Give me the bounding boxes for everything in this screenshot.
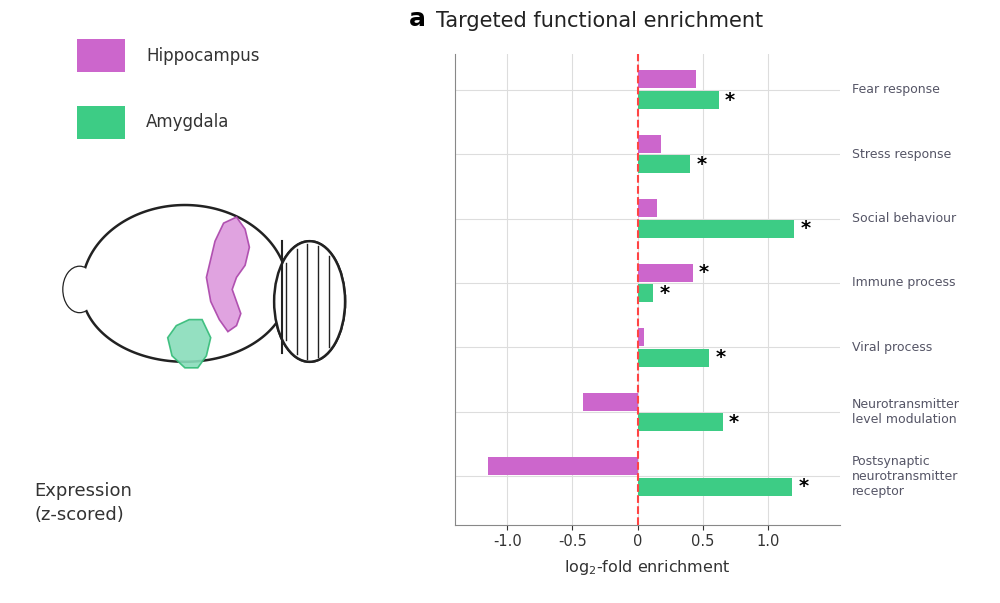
Ellipse shape <box>63 267 96 312</box>
Bar <box>638 349 709 367</box>
Ellipse shape <box>274 241 345 362</box>
Text: a: a <box>409 7 426 31</box>
Bar <box>638 220 794 238</box>
Text: Immune process: Immune process <box>852 277 955 289</box>
Text: Social behaviour: Social behaviour <box>852 212 956 225</box>
Text: *: * <box>696 155 707 174</box>
Text: Hippocampus: Hippocampus <box>146 47 260 65</box>
Polygon shape <box>168 320 211 368</box>
Text: Targeted functional enrichment: Targeted functional enrichment <box>436 11 763 31</box>
Bar <box>638 199 657 217</box>
Text: *: * <box>725 90 735 110</box>
Ellipse shape <box>274 241 345 362</box>
Bar <box>583 393 638 411</box>
Bar <box>638 478 792 496</box>
Bar <box>638 135 661 153</box>
Bar <box>638 413 723 431</box>
Bar <box>638 71 696 89</box>
Text: Viral process: Viral process <box>852 341 932 354</box>
Text: *: * <box>729 412 739 432</box>
Text: *: * <box>699 263 709 282</box>
FancyBboxPatch shape <box>77 106 125 139</box>
Text: Amygdala: Amygdala <box>146 113 230 131</box>
Bar <box>638 91 719 109</box>
Bar <box>638 264 693 282</box>
Polygon shape <box>206 217 249 332</box>
Polygon shape <box>82 205 288 362</box>
Text: Stress response: Stress response <box>852 148 951 160</box>
Text: *: * <box>716 349 726 367</box>
Bar <box>488 457 638 475</box>
Text: Neurotransmitter
level modulation: Neurotransmitter level modulation <box>852 398 959 426</box>
Text: Postsynaptic
neurotransmitter
receptor: Postsynaptic neurotransmitter receptor <box>852 455 958 498</box>
FancyBboxPatch shape <box>77 39 125 72</box>
Bar <box>638 284 653 302</box>
Bar <box>638 156 690 174</box>
X-axis label: log$_2$-fold enrichment: log$_2$-fold enrichment <box>564 558 731 576</box>
Text: *: * <box>801 219 811 238</box>
Bar <box>638 328 644 346</box>
Text: *: * <box>660 284 670 303</box>
Text: *: * <box>798 477 808 496</box>
Text: Fear response: Fear response <box>852 83 939 96</box>
Ellipse shape <box>63 267 96 312</box>
Text: Expression
(z-scored): Expression (z-scored) <box>34 482 132 524</box>
